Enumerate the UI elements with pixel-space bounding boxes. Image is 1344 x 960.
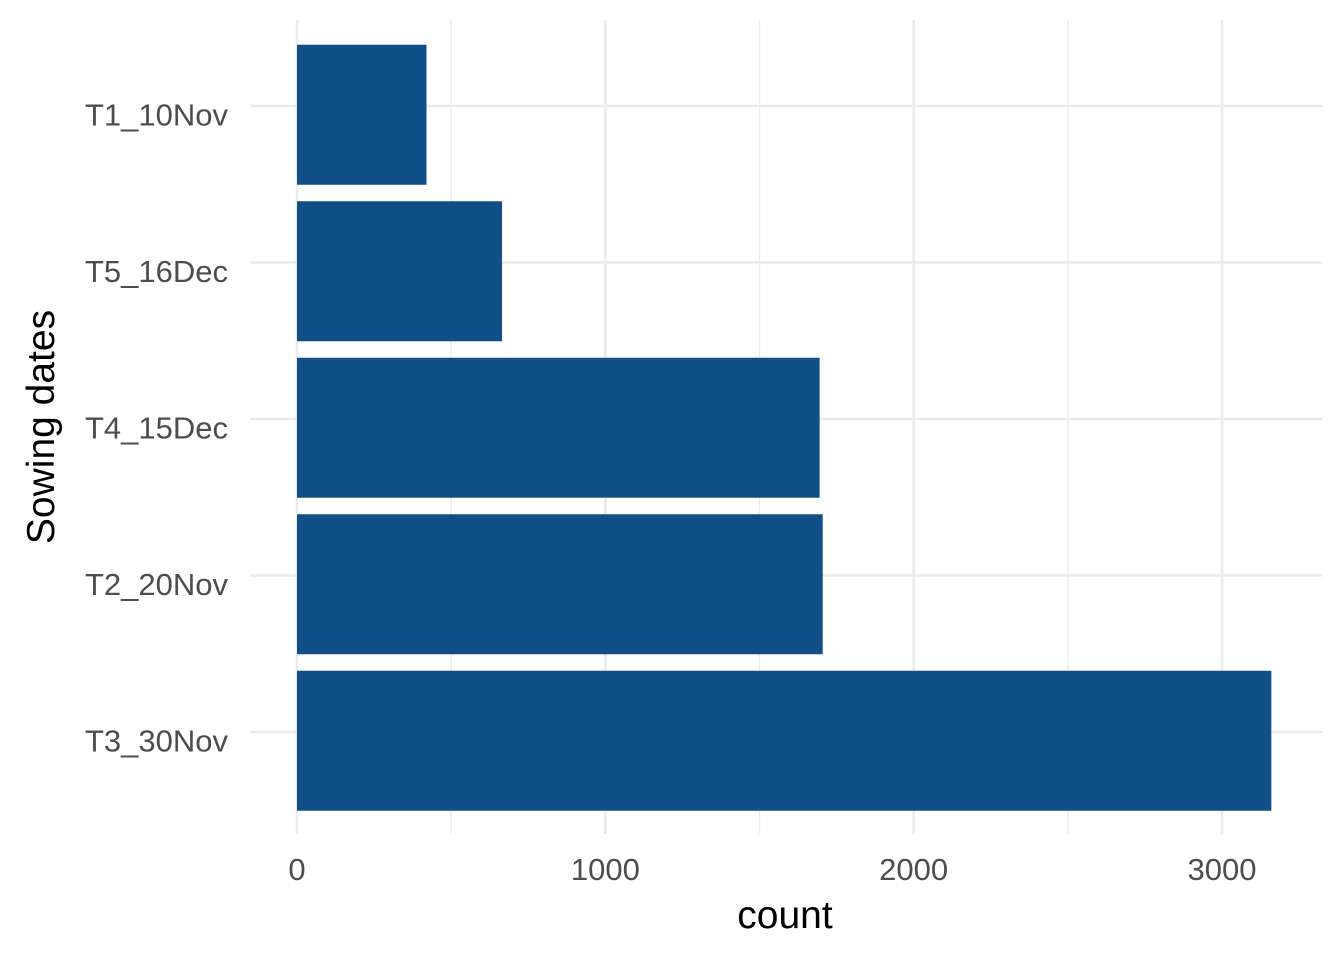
x-tick-label: 2000 <box>879 852 948 887</box>
x-tick-label: 1000 <box>571 852 640 887</box>
bar <box>297 201 503 342</box>
y-tick-label: T1_10Nov <box>85 97 229 132</box>
bar <box>297 514 823 655</box>
bar <box>297 670 1272 811</box>
y-tick-label: T2_20Nov <box>85 567 229 602</box>
bar <box>297 357 820 498</box>
y-axis-title: Sowing dates <box>20 310 63 544</box>
x-tick-label: 0 <box>288 852 305 887</box>
bars <box>297 44 1272 811</box>
x-axis-tick-labels: 0 1000 2000 3000 <box>288 852 1256 887</box>
y-tick-label: T4_15Dec <box>85 410 228 445</box>
y-tick-label: T5_16Dec <box>85 254 228 289</box>
y-tick-label: T3_30Nov <box>85 723 229 758</box>
bar <box>297 44 427 185</box>
x-axis-title: count <box>737 894 833 937</box>
y-axis-tick-labels: T1_10Nov T5_16Dec T4_15Dec T2_20Nov T3_30Nov <box>85 97 229 758</box>
x-tick-label: 3000 <box>1188 852 1257 887</box>
